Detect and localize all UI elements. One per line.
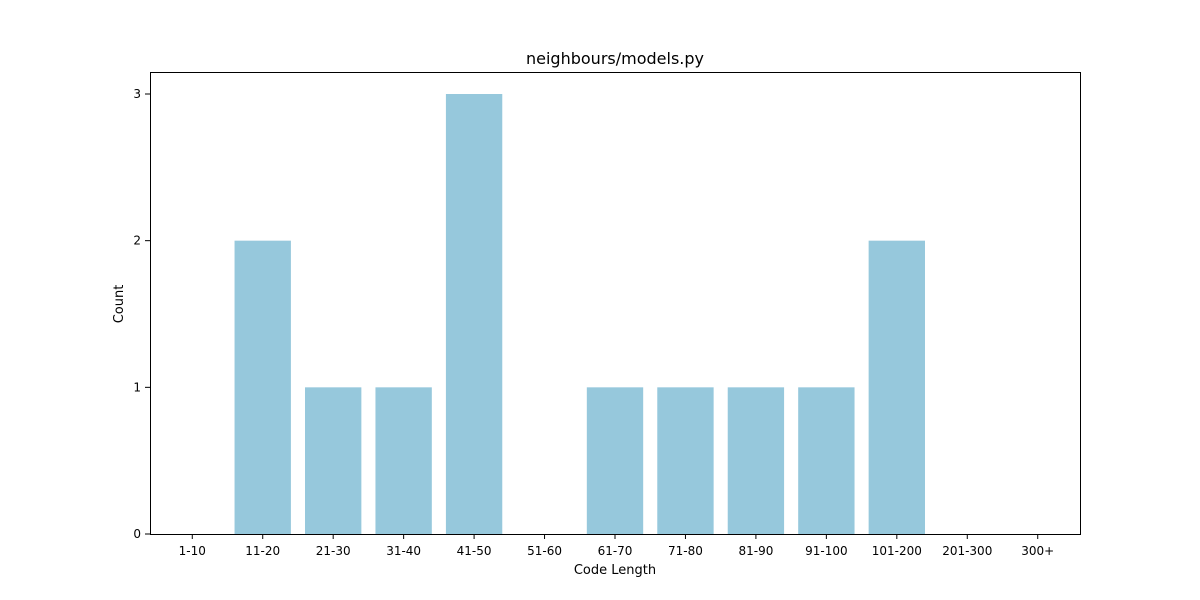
plot-frame (150, 72, 1081, 535)
x-axis-ticks: 1-10 11-20 21-30 31-40 41-50 51-60 61-70 71-80 8… (179, 534, 1054, 558)
x-tick-label: 300+ (1021, 544, 1054, 558)
x-tick-label: 51-60 (527, 544, 562, 558)
bar-31-40 (375, 387, 432, 534)
x-tick-label: 1-10 (179, 544, 206, 558)
bar-81-90 (727, 387, 785, 534)
y-tick-label: 1 (133, 380, 141, 394)
x-tick-label: 21-30 (316, 544, 351, 558)
x-tick-label: 71-80 (668, 544, 703, 558)
bars (234, 94, 925, 534)
bar-41-50 (445, 94, 503, 534)
y-tick-label: 3 (133, 87, 141, 101)
x-tick-label: 91-100 (805, 544, 848, 558)
x-axis-label: Code Length (574, 563, 656, 578)
chart-title: neighbours/models.py (526, 49, 704, 68)
bar-71-80 (657, 387, 714, 534)
x-tick-label: 101-200 (872, 544, 922, 558)
bar-61-70 (586, 387, 644, 534)
bar-11-20 (234, 240, 291, 534)
x-tick-label: 61-70 (598, 544, 633, 558)
bar-21-30 (305, 387, 362, 534)
x-tick-label: 31-40 (386, 544, 421, 558)
bar-91-100 (798, 387, 855, 534)
x-tick-label: 11-20 (245, 544, 280, 558)
x-tick-label: 81-90 (738, 544, 773, 558)
x-tick-label: 41-50 (457, 544, 492, 558)
y-tick-label: 0 (133, 527, 141, 541)
y-axis-ticks: 0 1 2 3 (133, 87, 150, 541)
y-axis-label: Count (112, 285, 127, 324)
x-tick-label: 201-300 (942, 544, 992, 558)
y-tick-label: 2 (133, 234, 141, 248)
bar-101-200 (868, 240, 925, 534)
